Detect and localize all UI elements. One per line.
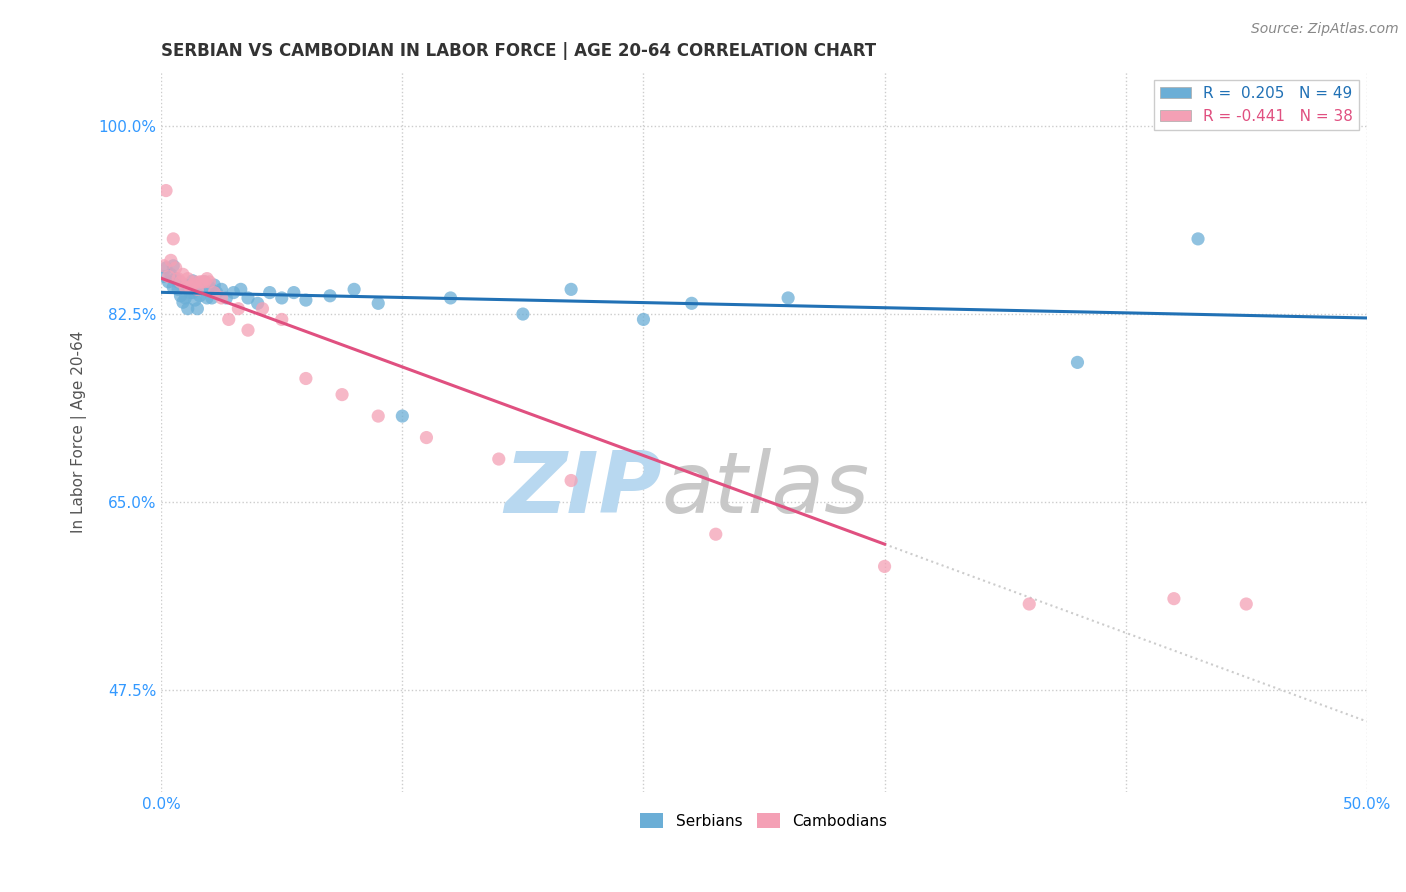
Point	[181, 278, 204, 293]
Point	[236, 323, 259, 337]
Point	[169, 289, 191, 303]
Point	[174, 280, 197, 294]
Point	[246, 296, 269, 310]
Point	[228, 301, 250, 316]
Point	[343, 282, 366, 296]
Point	[165, 271, 187, 285]
Point	[152, 269, 174, 284]
Point	[236, 291, 259, 305]
Point	[319, 289, 342, 303]
Point	[172, 295, 194, 310]
Point	[162, 232, 184, 246]
Point	[259, 285, 281, 300]
Point	[270, 312, 292, 326]
Point	[155, 184, 177, 198]
Point	[194, 275, 217, 289]
Point	[1187, 232, 1209, 246]
Point	[169, 275, 191, 289]
Point	[270, 291, 292, 305]
Point	[202, 278, 225, 293]
Point	[198, 280, 221, 294]
Point	[330, 387, 353, 401]
Point	[160, 268, 183, 282]
Point	[195, 271, 218, 285]
Point	[162, 259, 184, 273]
Point	[215, 291, 238, 305]
Point	[229, 282, 252, 296]
Point	[191, 275, 214, 289]
Point	[198, 275, 221, 289]
Point	[439, 291, 461, 305]
Point	[415, 431, 437, 445]
Point	[391, 409, 413, 423]
Text: atlas: atlas	[662, 449, 869, 532]
Point	[252, 301, 274, 316]
Point	[186, 282, 208, 296]
Point	[367, 409, 389, 423]
Point	[295, 371, 318, 385]
Point	[202, 285, 225, 300]
Point	[283, 285, 305, 300]
Point	[188, 289, 211, 303]
Point	[873, 559, 896, 574]
Point	[222, 285, 245, 300]
Point	[172, 268, 194, 282]
Text: ZIP: ZIP	[503, 449, 662, 532]
Point	[1234, 597, 1257, 611]
Point	[512, 307, 534, 321]
Point	[174, 291, 197, 305]
Point	[167, 275, 190, 289]
Point	[560, 282, 582, 296]
Point	[165, 260, 187, 275]
Point	[167, 282, 190, 296]
Y-axis label: In Labor Force | Age 20-64: In Labor Force | Age 20-64	[72, 331, 87, 533]
Point	[184, 275, 207, 289]
Point	[167, 271, 190, 285]
Point	[179, 285, 201, 300]
Point	[633, 312, 655, 326]
Point	[218, 312, 240, 326]
Text: SERBIAN VS CAMBODIAN IN LABOR FORCE | AGE 20-64 CORRELATION CHART: SERBIAN VS CAMBODIAN IN LABOR FORCE | AG…	[162, 42, 876, 60]
Point	[211, 282, 233, 296]
Point	[488, 452, 510, 467]
Point	[181, 274, 204, 288]
Point	[184, 293, 207, 307]
Text: Source: ZipAtlas.com: Source: ZipAtlas.com	[1251, 22, 1399, 37]
Point	[205, 285, 228, 300]
Point	[162, 280, 184, 294]
Legend: Serbians, Cambodians: Serbians, Cambodians	[634, 806, 894, 835]
Point	[778, 291, 800, 305]
Point	[177, 271, 200, 285]
Point	[1018, 597, 1040, 611]
Point	[188, 275, 211, 289]
Point	[367, 296, 389, 310]
Point	[191, 282, 214, 296]
Point	[186, 301, 208, 316]
Point	[177, 301, 200, 316]
Point	[681, 296, 703, 310]
Point	[181, 285, 204, 300]
Point	[201, 291, 224, 305]
Point	[1163, 591, 1185, 606]
Point	[155, 260, 177, 275]
Point	[560, 474, 582, 488]
Point	[179, 280, 201, 294]
Point	[1066, 355, 1088, 369]
Point	[704, 527, 727, 541]
Point	[195, 291, 218, 305]
Point	[174, 278, 197, 293]
Point	[160, 253, 183, 268]
Point	[157, 269, 180, 284]
Point	[211, 291, 233, 305]
Point	[194, 275, 217, 289]
Point	[157, 275, 180, 289]
Point	[295, 293, 318, 307]
Point	[152, 259, 174, 273]
